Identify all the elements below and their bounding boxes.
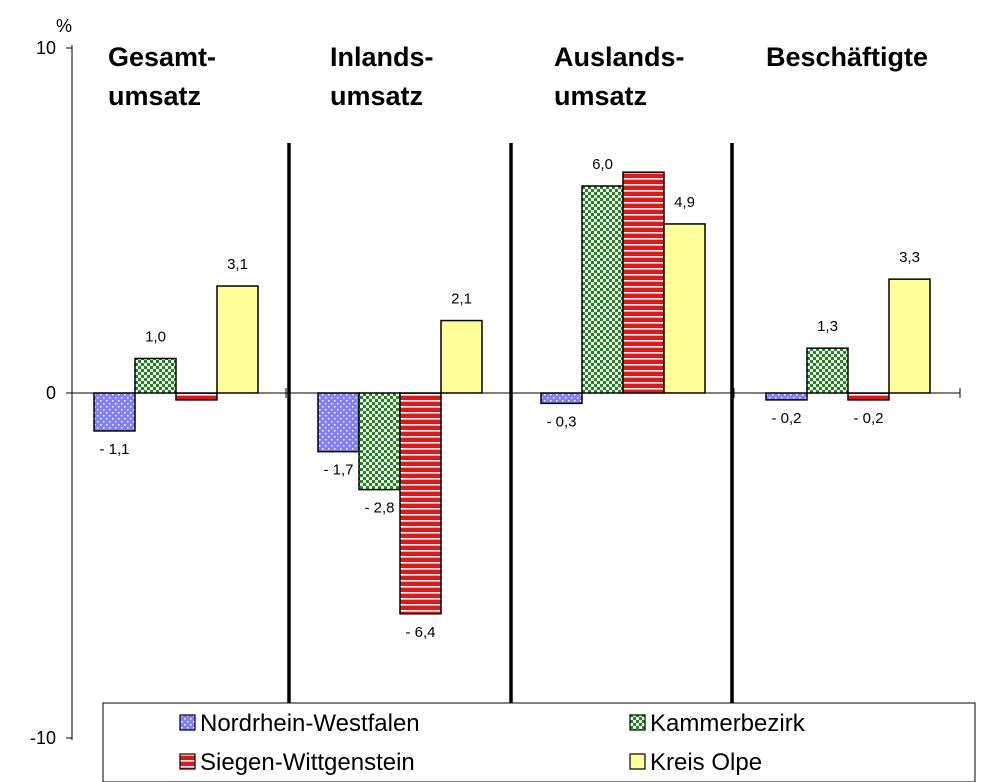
- y-tick-label: 10: [36, 38, 56, 58]
- bar: [93, 392, 136, 432]
- legend-swatch: [629, 753, 646, 770]
- legend-label: Siegen-Wittgenstein: [200, 749, 415, 776]
- unit-label: %: [56, 16, 72, 36]
- bar: [806, 347, 849, 394]
- data-label: - 2,8: [364, 500, 394, 517]
- legend-box: [102, 702, 976, 782]
- legend: Nordrhein-Westfalen Kammerbezirk Siegen-Wi…: [102, 702, 976, 782]
- bar: [440, 319, 483, 394]
- group-title: Beschäftigte: [766, 42, 928, 72]
- bar: [581, 185, 624, 394]
- bar: [358, 392, 401, 491]
- data-label: 2,1: [451, 291, 472, 308]
- y-tick-label: -10: [30, 728, 56, 748]
- data-label: 3,1: [227, 256, 248, 273]
- bar: [317, 392, 360, 453]
- group-title: umsatz: [330, 81, 423, 111]
- data-label: - 0,3: [546, 413, 576, 430]
- bar: [622, 171, 665, 394]
- y-tick-label: 0: [46, 383, 56, 403]
- legend-label: Kammerbezirk: [650, 710, 806, 737]
- bar: [216, 285, 259, 394]
- data-label: 3,3: [899, 249, 920, 266]
- data-label: - 0,2: [771, 410, 801, 427]
- bar: [399, 392, 442, 615]
- data-label: 6,0: [592, 156, 613, 173]
- bar: [663, 223, 706, 394]
- group-title: umsatz: [108, 81, 201, 111]
- group-title: Gesamt-: [108, 42, 216, 72]
- bar: [175, 392, 218, 401]
- bar: [540, 392, 583, 405]
- data-label: 1,3: [817, 318, 838, 335]
- legend-label: Kreis Olpe: [650, 749, 762, 776]
- group-title: umsatz: [554, 81, 647, 111]
- group-title: Inlands-: [330, 42, 434, 72]
- legend-swatch: [179, 753, 196, 770]
- data-label: - 1,7: [323, 462, 353, 479]
- data-label: 4,9: [674, 194, 695, 211]
- group-title: Auslands-: [554, 42, 685, 72]
- legend-swatch: [179, 714, 196, 731]
- legend-label: Nordrhein-Westfalen: [200, 710, 420, 737]
- bar: [134, 357, 177, 394]
- data-label: - 0,2: [853, 410, 883, 427]
- data-label: 1,0: [145, 329, 166, 346]
- legend-swatch: [629, 714, 646, 731]
- bar: [765, 392, 808, 401]
- data-label: - 1,1: [99, 441, 129, 458]
- data-label: - 6,4: [405, 624, 435, 641]
- bar: [847, 392, 890, 401]
- bar: [888, 278, 931, 394]
